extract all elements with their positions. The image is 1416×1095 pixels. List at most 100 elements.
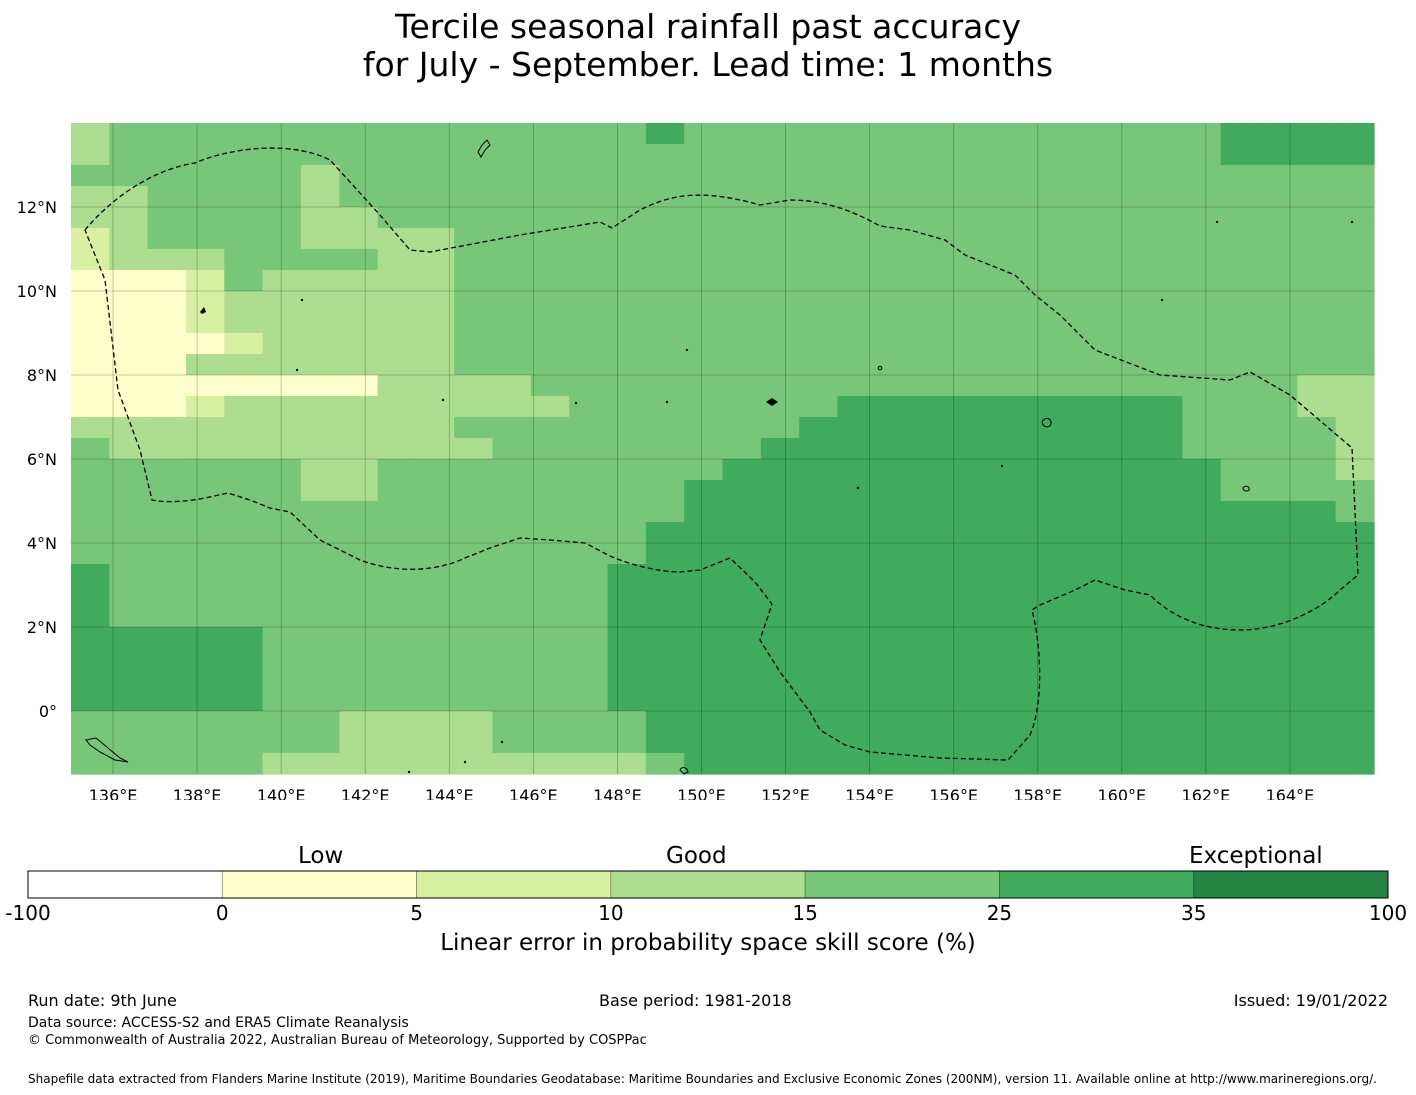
island-dot bbox=[295, 368, 299, 372]
grid-cell bbox=[914, 711, 954, 733]
grid-cell bbox=[1144, 669, 1183, 691]
grid-cell bbox=[71, 144, 110, 166]
grid-cell bbox=[1297, 522, 1337, 544]
grid-cell bbox=[1029, 522, 1069, 544]
grid-cell bbox=[1297, 270, 1337, 292]
island-guam bbox=[477, 139, 491, 158]
grid-cell bbox=[147, 543, 187, 565]
grid-cell bbox=[952, 291, 992, 313]
colorbar-tick-label: 0 bbox=[216, 901, 229, 925]
graticule bbox=[71, 123, 1374, 774]
grid-cell bbox=[914, 354, 954, 376]
grid-cell bbox=[339, 291, 379, 313]
grid-cell bbox=[684, 522, 724, 544]
grid-cell bbox=[1220, 165, 1260, 187]
grid-cell bbox=[722, 312, 762, 334]
grid-cell bbox=[109, 648, 149, 670]
grid-cell bbox=[1029, 459, 1069, 481]
grid-cell bbox=[952, 690, 992, 712]
grid-cell bbox=[569, 312, 609, 334]
grid-cell bbox=[1067, 207, 1107, 229]
island-yap bbox=[200, 307, 206, 314]
grid-cell bbox=[875, 375, 915, 397]
grid-cell bbox=[224, 564, 264, 586]
grid-cell bbox=[300, 669, 340, 691]
grid-cell bbox=[1182, 480, 1222, 502]
grid-cell bbox=[530, 312, 570, 334]
grid-cell bbox=[875, 207, 915, 229]
grid-cell bbox=[799, 459, 839, 481]
grid-cell bbox=[952, 144, 992, 166]
grid-cell bbox=[224, 396, 264, 418]
grid-cell bbox=[415, 648, 455, 670]
grid-cell bbox=[1105, 690, 1145, 712]
longitude-label: 138°E bbox=[173, 786, 222, 800]
grid-cell bbox=[109, 690, 149, 712]
grid-cell bbox=[1105, 543, 1145, 565]
grid-cell bbox=[492, 249, 532, 271]
grid-cell bbox=[71, 585, 110, 607]
grid-cell bbox=[799, 123, 839, 145]
grid-cell bbox=[1144, 228, 1183, 250]
grid-cell bbox=[1067, 354, 1107, 376]
grid-cell bbox=[492, 501, 532, 523]
grid-cell bbox=[875, 690, 915, 712]
grid-cell bbox=[914, 459, 954, 481]
grid-cell bbox=[1297, 564, 1337, 586]
grid-cell bbox=[1220, 396, 1260, 418]
grid-cell bbox=[71, 501, 110, 523]
grid-cell bbox=[377, 522, 417, 544]
grid-cell bbox=[722, 333, 762, 355]
coastlines bbox=[85, 139, 1354, 775]
grid-cell bbox=[645, 690, 685, 712]
colorbar-swatch bbox=[416, 870, 612, 899]
grid-cell bbox=[837, 291, 877, 313]
grid-cell bbox=[262, 417, 302, 439]
longitude-label: 154°E bbox=[845, 786, 894, 800]
grid-cell bbox=[684, 312, 724, 334]
longitude-label: 150°E bbox=[677, 786, 726, 800]
grid-cell bbox=[990, 690, 1030, 712]
grid-cell bbox=[377, 186, 417, 208]
grid-cell bbox=[1220, 753, 1260, 775]
grid-cell bbox=[1067, 249, 1107, 271]
grid-cell bbox=[569, 459, 609, 481]
grid-cell bbox=[990, 291, 1030, 313]
grid-cell bbox=[262, 627, 302, 649]
grid-cell bbox=[109, 333, 149, 355]
grid-cell bbox=[1220, 627, 1260, 649]
grid-cell bbox=[1335, 732, 1375, 754]
longitude-label: 156°E bbox=[929, 786, 978, 800]
grid-cell bbox=[185, 291, 225, 313]
grid-cell bbox=[1067, 606, 1107, 628]
grid-cell bbox=[262, 165, 302, 187]
grid-cell bbox=[1220, 312, 1260, 334]
grid-cell bbox=[569, 585, 609, 607]
grid-cell bbox=[1029, 396, 1069, 418]
grid-cell bbox=[569, 291, 609, 313]
grid-cell bbox=[645, 165, 685, 187]
grid-cell bbox=[1067, 186, 1107, 208]
grid-cell bbox=[607, 270, 647, 292]
grid-cell bbox=[109, 585, 149, 607]
grid-cell bbox=[1105, 417, 1145, 439]
grid-cell bbox=[990, 228, 1030, 250]
grid-cell bbox=[492, 711, 532, 733]
grid-cell bbox=[1297, 543, 1337, 565]
grid-cell bbox=[837, 543, 877, 565]
grid-cell bbox=[722, 753, 762, 775]
grid-cell bbox=[224, 123, 264, 145]
grid-cell bbox=[684, 585, 724, 607]
grid-cell bbox=[952, 648, 992, 670]
grid-cell bbox=[684, 543, 724, 565]
grid-cell bbox=[185, 543, 225, 565]
grid-cell bbox=[224, 711, 264, 733]
grid-cell bbox=[71, 375, 110, 397]
island-chuuk bbox=[766, 398, 778, 406]
grid-cell bbox=[645, 669, 685, 691]
grid-cell bbox=[492, 228, 532, 250]
grid-cell bbox=[799, 669, 839, 691]
grid-cell bbox=[71, 753, 110, 775]
grid-cell bbox=[607, 396, 647, 418]
grid-cell bbox=[1105, 648, 1145, 670]
